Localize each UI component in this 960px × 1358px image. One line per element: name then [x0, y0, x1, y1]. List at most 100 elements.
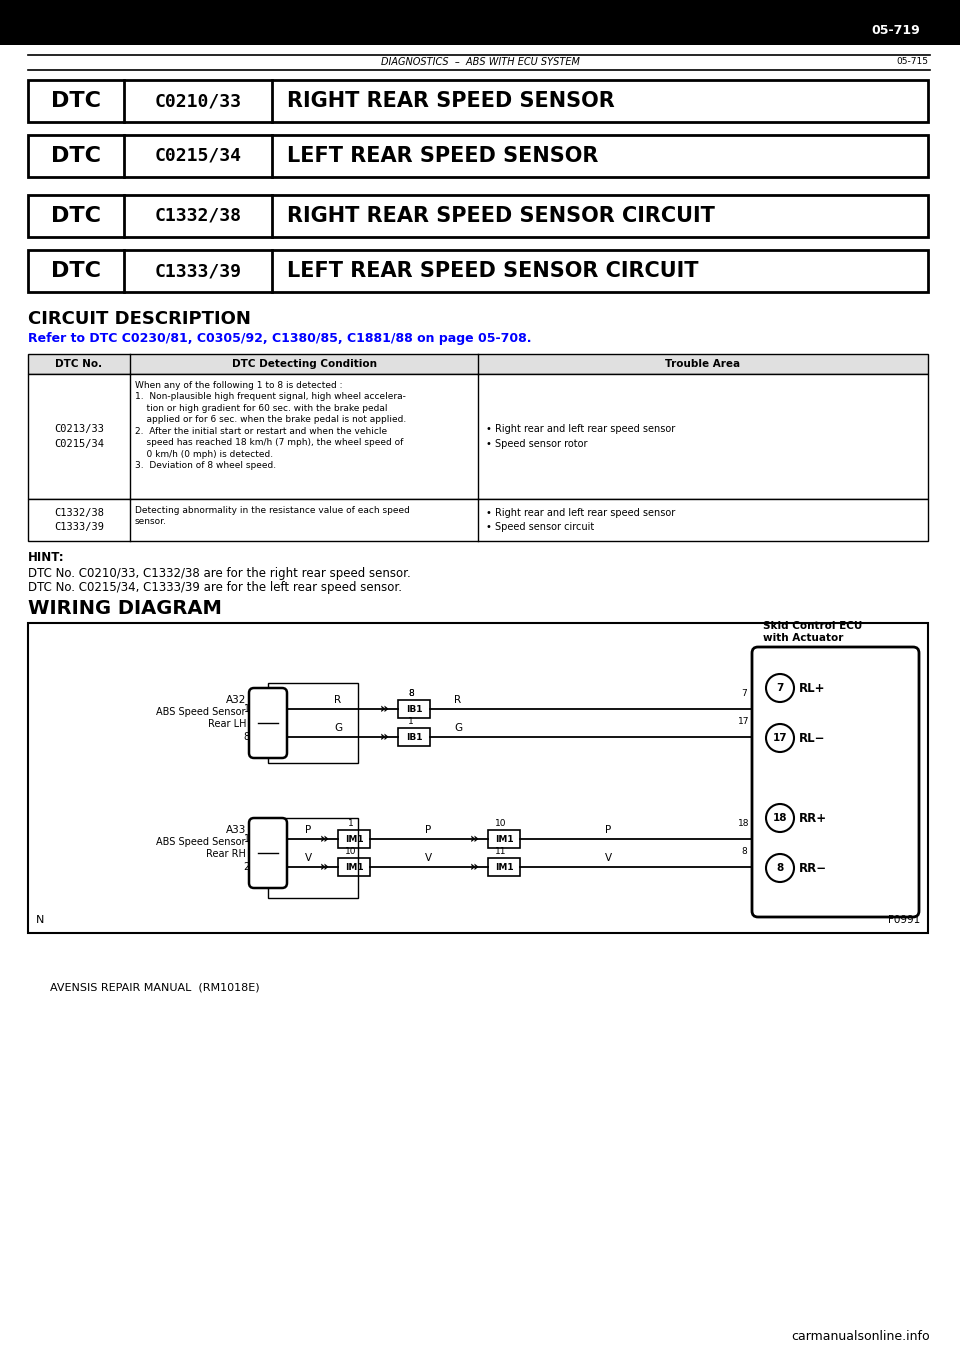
Bar [28, 354, 928, 373]
Text: RR+: RR+ [799, 812, 828, 824]
Text: DTC No. C0215/34, C1333/39 are for the left rear speed sensor.: DTC No. C0215/34, C1333/39 are for the l… [28, 581, 402, 593]
Text: RR−: RR− [799, 861, 828, 875]
Text: HINT:: HINT: [28, 551, 64, 564]
Text: DTC: DTC [51, 91, 101, 111]
Text: DIAGNOSTICS  –  ABS WITH ECU SYSTEM: DIAGNOSTICS – ABS WITH ECU SYSTEM [380, 57, 580, 67]
Text: 1: 1 [348, 819, 354, 828]
Text: ABS Speed Sensor: ABS Speed Sensor [156, 708, 246, 717]
Text: IM1: IM1 [345, 835, 363, 843]
Text: Rear RH: Rear RH [206, 849, 246, 860]
Text: P: P [305, 826, 311, 835]
Text: R: R [334, 695, 342, 705]
Bar [28, 250, 928, 292]
Text: LEFT REAR SPEED SENSOR CIRCUIT: LEFT REAR SPEED SENSOR CIRCUIT [287, 261, 699, 281]
Text: 05-715: 05-715 [896, 57, 928, 67]
Text: IB1: IB1 [406, 705, 422, 713]
Text: 8: 8 [777, 862, 783, 873]
Circle shape [766, 674, 794, 702]
Text: P: P [425, 826, 431, 835]
Bar [398, 699, 430, 718]
Text: 8: 8 [408, 689, 414, 698]
Text: C0215/34: C0215/34 [155, 147, 242, 166]
Text: V: V [424, 853, 432, 862]
Text: RL+: RL+ [799, 682, 826, 694]
Text: G: G [334, 722, 342, 733]
Text: DTC No.: DTC No. [56, 359, 103, 369]
Text: P: P [605, 826, 612, 835]
Text: Skid Control ECU: Skid Control ECU [763, 621, 862, 631]
Text: »: » [469, 860, 478, 875]
Text: 2: 2 [244, 862, 250, 872]
Text: 8: 8 [408, 689, 414, 698]
Bar [28, 498, 928, 540]
Text: 8: 8 [741, 847, 747, 856]
Text: C0210/33: C0210/33 [155, 92, 242, 110]
Bar [0, 0, 960, 45]
Text: 7: 7 [777, 683, 783, 693]
Text: G: G [454, 722, 462, 733]
Bar [398, 728, 430, 746]
Text: RL−: RL− [799, 732, 826, 744]
Text: V: V [304, 853, 312, 862]
Text: A32: A32 [226, 695, 246, 705]
Text: R: R [454, 695, 462, 705]
Text: RIGHT REAR SPEED SENSOR CIRCUIT: RIGHT REAR SPEED SENSOR CIRCUIT [287, 206, 715, 225]
Bar [28, 373, 928, 498]
Text: C1332/38: C1332/38 [155, 206, 242, 225]
Text: Detecting abnormality in the resistance value of each speed
sensor.: Detecting abnormality in the resistance … [135, 507, 410, 527]
Text: C0213/33
C0215/34: C0213/33 C0215/34 [54, 424, 104, 449]
Bar [488, 830, 520, 847]
Text: 11: 11 [495, 847, 507, 856]
Text: carmanualsonline.info: carmanualsonline.info [791, 1329, 930, 1343]
Text: IM1: IM1 [494, 862, 514, 872]
Text: C1332/38
C1333/39: C1332/38 C1333/39 [54, 508, 104, 532]
Text: »: » [320, 832, 328, 846]
Text: 7: 7 [741, 689, 747, 698]
Text: »: » [379, 702, 389, 716]
Bar [28, 196, 928, 238]
Text: with Actuator: with Actuator [763, 633, 844, 642]
Bar [338, 858, 370, 876]
Text: 1: 1 [408, 717, 414, 727]
Circle shape [766, 724, 794, 752]
Text: 10: 10 [495, 819, 507, 828]
Text: Trouble Area: Trouble Area [665, 359, 740, 369]
Text: F0991: F0991 [888, 915, 920, 925]
Text: 1: 1 [244, 703, 250, 714]
Text: DTC Detecting Condition: DTC Detecting Condition [231, 359, 376, 369]
Text: WIRING DIAGRAM: WIRING DIAGRAM [28, 599, 222, 618]
Text: 18: 18 [738, 819, 750, 828]
Text: RIGHT REAR SPEED SENSOR: RIGHT REAR SPEED SENSOR [287, 91, 614, 111]
Text: »: » [469, 832, 478, 846]
Text: C1333/39: C1333/39 [155, 262, 242, 280]
Bar [268, 683, 358, 763]
Text: 18: 18 [773, 813, 787, 823]
Text: DTC: DTC [51, 206, 101, 225]
Text: DTC: DTC [51, 261, 101, 281]
Bar [28, 80, 928, 122]
Text: V: V [605, 853, 612, 862]
Text: • Right rear and left rear speed sensor
• Speed sensor rotor: • Right rear and left rear speed sensor … [486, 424, 675, 449]
Text: »: » [320, 860, 328, 875]
Text: CIRCUIT DESCRIPTION: CIRCUIT DESCRIPTION [28, 310, 251, 329]
Text: 10: 10 [346, 847, 357, 856]
Text: Rear LH: Rear LH [207, 718, 246, 729]
Text: 05-719: 05-719 [872, 23, 920, 37]
Bar [28, 623, 928, 933]
Text: • Right rear and left rear speed sensor
• Speed sensor circuit: • Right rear and left rear speed sensor … [486, 508, 675, 532]
Text: A33: A33 [226, 826, 246, 835]
FancyBboxPatch shape [752, 646, 919, 917]
Bar [488, 858, 520, 876]
Text: DTC No. C0210/33, C1332/38 are for the right rear speed sensor.: DTC No. C0210/33, C1332/38 are for the r… [28, 568, 411, 580]
Bar [338, 830, 370, 847]
Text: When any of the following 1 to 8 is detected :
1.  Non-plausible high frequent s: When any of the following 1 to 8 is dete… [135, 382, 406, 470]
Text: 17: 17 [738, 717, 750, 727]
Bar [268, 818, 358, 898]
Circle shape [766, 854, 794, 881]
Text: »: » [379, 731, 389, 744]
Text: ABS Speed Sensor: ABS Speed Sensor [156, 837, 246, 847]
Text: LEFT REAR SPEED SENSOR: LEFT REAR SPEED SENSOR [287, 147, 598, 166]
Text: IM1: IM1 [494, 835, 514, 843]
Text: 1: 1 [244, 834, 250, 845]
Text: N: N [36, 915, 44, 925]
